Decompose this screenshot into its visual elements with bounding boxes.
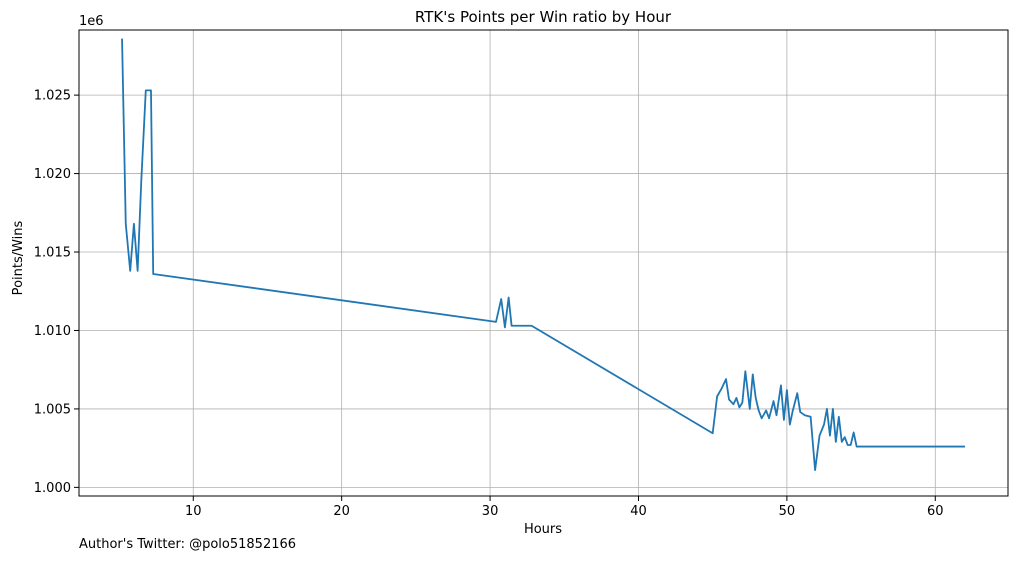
y-axis-offset-label: 1e6 <box>79 14 104 29</box>
x-tick-label: 20 <box>333 504 350 519</box>
y-tick-label: 1.010 <box>34 324 71 339</box>
chart-title: RTK's Points per Win ratio by Hour <box>415 8 672 26</box>
plot-frame <box>78 29 1009 497</box>
y-tick-label: 1.025 <box>34 89 71 104</box>
x-axis-title: Hours <box>524 522 562 537</box>
y-tick-label: 1.005 <box>34 402 71 417</box>
x-axis-ticks: 10 20 30 40 50 60 <box>185 496 944 519</box>
y-tick-label: 1.015 <box>34 246 71 261</box>
series-layer <box>121 38 965 472</box>
x-tick-label: 50 <box>779 504 796 519</box>
y-axis-ticks: 1.000 1.005 1.010 1.015 1.020 1.025 <box>34 89 79 496</box>
x-tick-label: 10 <box>185 504 202 519</box>
x-tick-label: 60 <box>927 504 944 519</box>
series-line <box>121 38 965 472</box>
grid-lines <box>79 30 1008 496</box>
author-twitter-note: Author's Twitter: @polo51852166 <box>79 537 297 552</box>
x-tick-label: 40 <box>630 504 647 519</box>
x-tick-label: 30 <box>482 504 499 519</box>
y-tick-label: 1.020 <box>34 167 71 182</box>
y-axis-title: Points/Wins <box>11 220 26 295</box>
y-tick-label: 1.000 <box>34 481 71 496</box>
